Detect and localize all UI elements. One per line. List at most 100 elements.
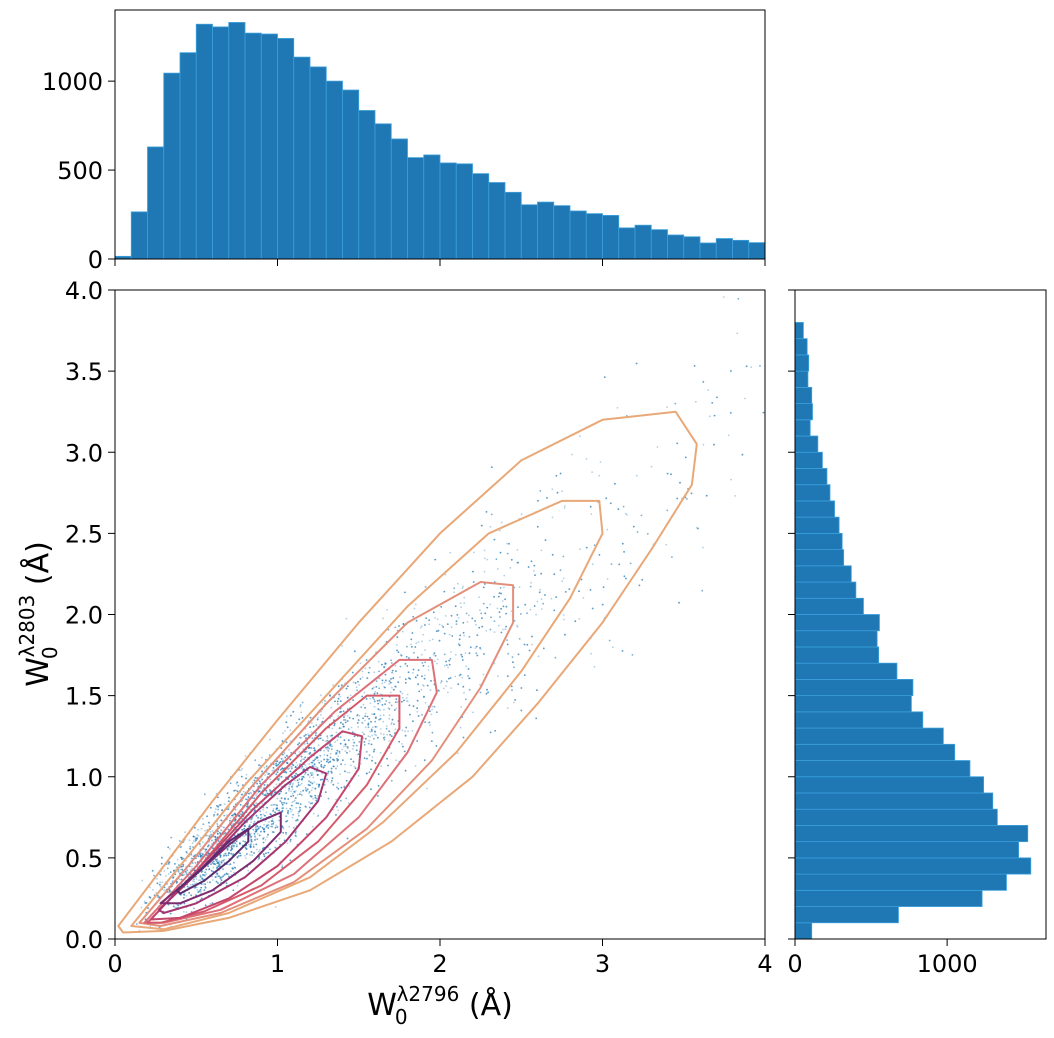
scatter-point bbox=[212, 866, 215, 869]
scatter-point bbox=[151, 869, 154, 872]
scatter-point bbox=[315, 732, 317, 734]
scatter-point bbox=[290, 790, 292, 793]
scatter-point bbox=[204, 886, 207, 889]
scatter-point bbox=[454, 605, 457, 608]
scatter-point bbox=[443, 590, 446, 593]
scatter-point bbox=[336, 703, 339, 705]
scatter-point bbox=[284, 730, 286, 732]
scatter-point bbox=[172, 880, 174, 882]
scatter-point bbox=[404, 769, 407, 772]
scatter-point bbox=[460, 653, 463, 656]
scatter-point bbox=[472, 581, 475, 583]
scatter-point bbox=[505, 605, 508, 608]
scatter-point bbox=[377, 785, 380, 787]
scatter-point bbox=[214, 858, 217, 861]
scatter-point bbox=[713, 414, 716, 417]
scatter-point bbox=[529, 585, 532, 588]
scatter-point bbox=[435, 630, 438, 633]
scatter-point bbox=[365, 772, 368, 775]
scatter-point bbox=[574, 620, 577, 623]
scatter-point bbox=[233, 789, 236, 792]
scatter-point bbox=[472, 570, 474, 573]
scatter-point bbox=[370, 728, 373, 731]
scatter-point bbox=[480, 524, 483, 527]
scatter-point bbox=[499, 551, 502, 554]
scatter-point bbox=[262, 852, 265, 855]
scatter-point bbox=[399, 676, 401, 678]
scatter-point bbox=[423, 695, 425, 698]
scatter-point bbox=[423, 695, 425, 698]
top-histogram-bar bbox=[390, 138, 408, 260]
scatter-point bbox=[342, 723, 344, 725]
scatter-point bbox=[279, 799, 281, 802]
scatter-point bbox=[161, 856, 163, 859]
scatter-point bbox=[443, 632, 446, 635]
scatter-point bbox=[540, 598, 543, 600]
scatter-point bbox=[363, 741, 366, 743]
scatter-point bbox=[239, 852, 242, 855]
scatter-point bbox=[323, 699, 326, 702]
scatter-point bbox=[374, 730, 376, 733]
scatter-point bbox=[392, 677, 395, 679]
scatter-point bbox=[400, 654, 403, 657]
scatter-point bbox=[281, 739, 284, 742]
scatter-point bbox=[458, 674, 461, 677]
scatter-point bbox=[203, 793, 206, 796]
scatter-point bbox=[183, 873, 186, 876]
scatter-point bbox=[670, 473, 672, 476]
scatter-point bbox=[457, 752, 459, 755]
scatter-point bbox=[326, 774, 329, 776]
scatter-point bbox=[272, 831, 275, 833]
scatter-point bbox=[299, 704, 302, 707]
scatter-point bbox=[309, 726, 311, 729]
scatter-point bbox=[250, 841, 253, 843]
scatter-point bbox=[274, 826, 277, 829]
scatter-point bbox=[384, 673, 387, 676]
scatter-point bbox=[309, 795, 312, 797]
scatter-point bbox=[459, 602, 462, 604]
scatter-point bbox=[274, 790, 277, 793]
scatter-point bbox=[193, 887, 196, 889]
scatter-point bbox=[278, 819, 280, 822]
scatter-point bbox=[382, 737, 385, 739]
scatter-point bbox=[193, 878, 195, 881]
scatter-point bbox=[355, 749, 358, 752]
scatter-point bbox=[287, 812, 289, 814]
scatter-point bbox=[244, 840, 247, 843]
scatter-point bbox=[289, 838, 292, 841]
scatter-point bbox=[303, 735, 306, 737]
scatter-point bbox=[380, 732, 382, 735]
scatter-point bbox=[201, 876, 203, 879]
scatter-point bbox=[404, 662, 407, 665]
scatter-point bbox=[370, 743, 373, 746]
scatter-point bbox=[262, 837, 265, 840]
scatter-point bbox=[256, 825, 259, 827]
scatter-point bbox=[348, 717, 351, 719]
top-histogram-bar bbox=[553, 205, 571, 260]
scatter-point bbox=[506, 707, 509, 709]
scatter-point bbox=[564, 633, 566, 636]
scatter-point bbox=[676, 497, 679, 500]
scatter-point bbox=[351, 671, 354, 674]
scatter-point bbox=[374, 725, 377, 728]
scatter-point bbox=[263, 828, 266, 830]
scatter-point bbox=[340, 763, 342, 766]
scatter-point bbox=[319, 778, 322, 781]
scatter-point bbox=[275, 773, 278, 776]
scatter-point bbox=[331, 779, 333, 782]
scatter-point bbox=[423, 759, 426, 762]
scatter-point bbox=[363, 733, 365, 735]
scatter-point bbox=[310, 795, 313, 798]
scatter-point bbox=[329, 760, 332, 763]
scatter-point bbox=[310, 774, 313, 776]
scatter-point bbox=[388, 740, 391, 742]
scatter-point bbox=[313, 749, 316, 752]
scatter-point bbox=[478, 626, 481, 629]
scatter-point bbox=[363, 744, 366, 746]
scatter-point bbox=[283, 797, 286, 800]
scatter-point bbox=[189, 845, 192, 848]
scatter-point bbox=[635, 362, 638, 365]
scatter-point bbox=[329, 745, 332, 747]
scatter-point bbox=[216, 875, 219, 878]
scatter-point bbox=[197, 855, 200, 858]
